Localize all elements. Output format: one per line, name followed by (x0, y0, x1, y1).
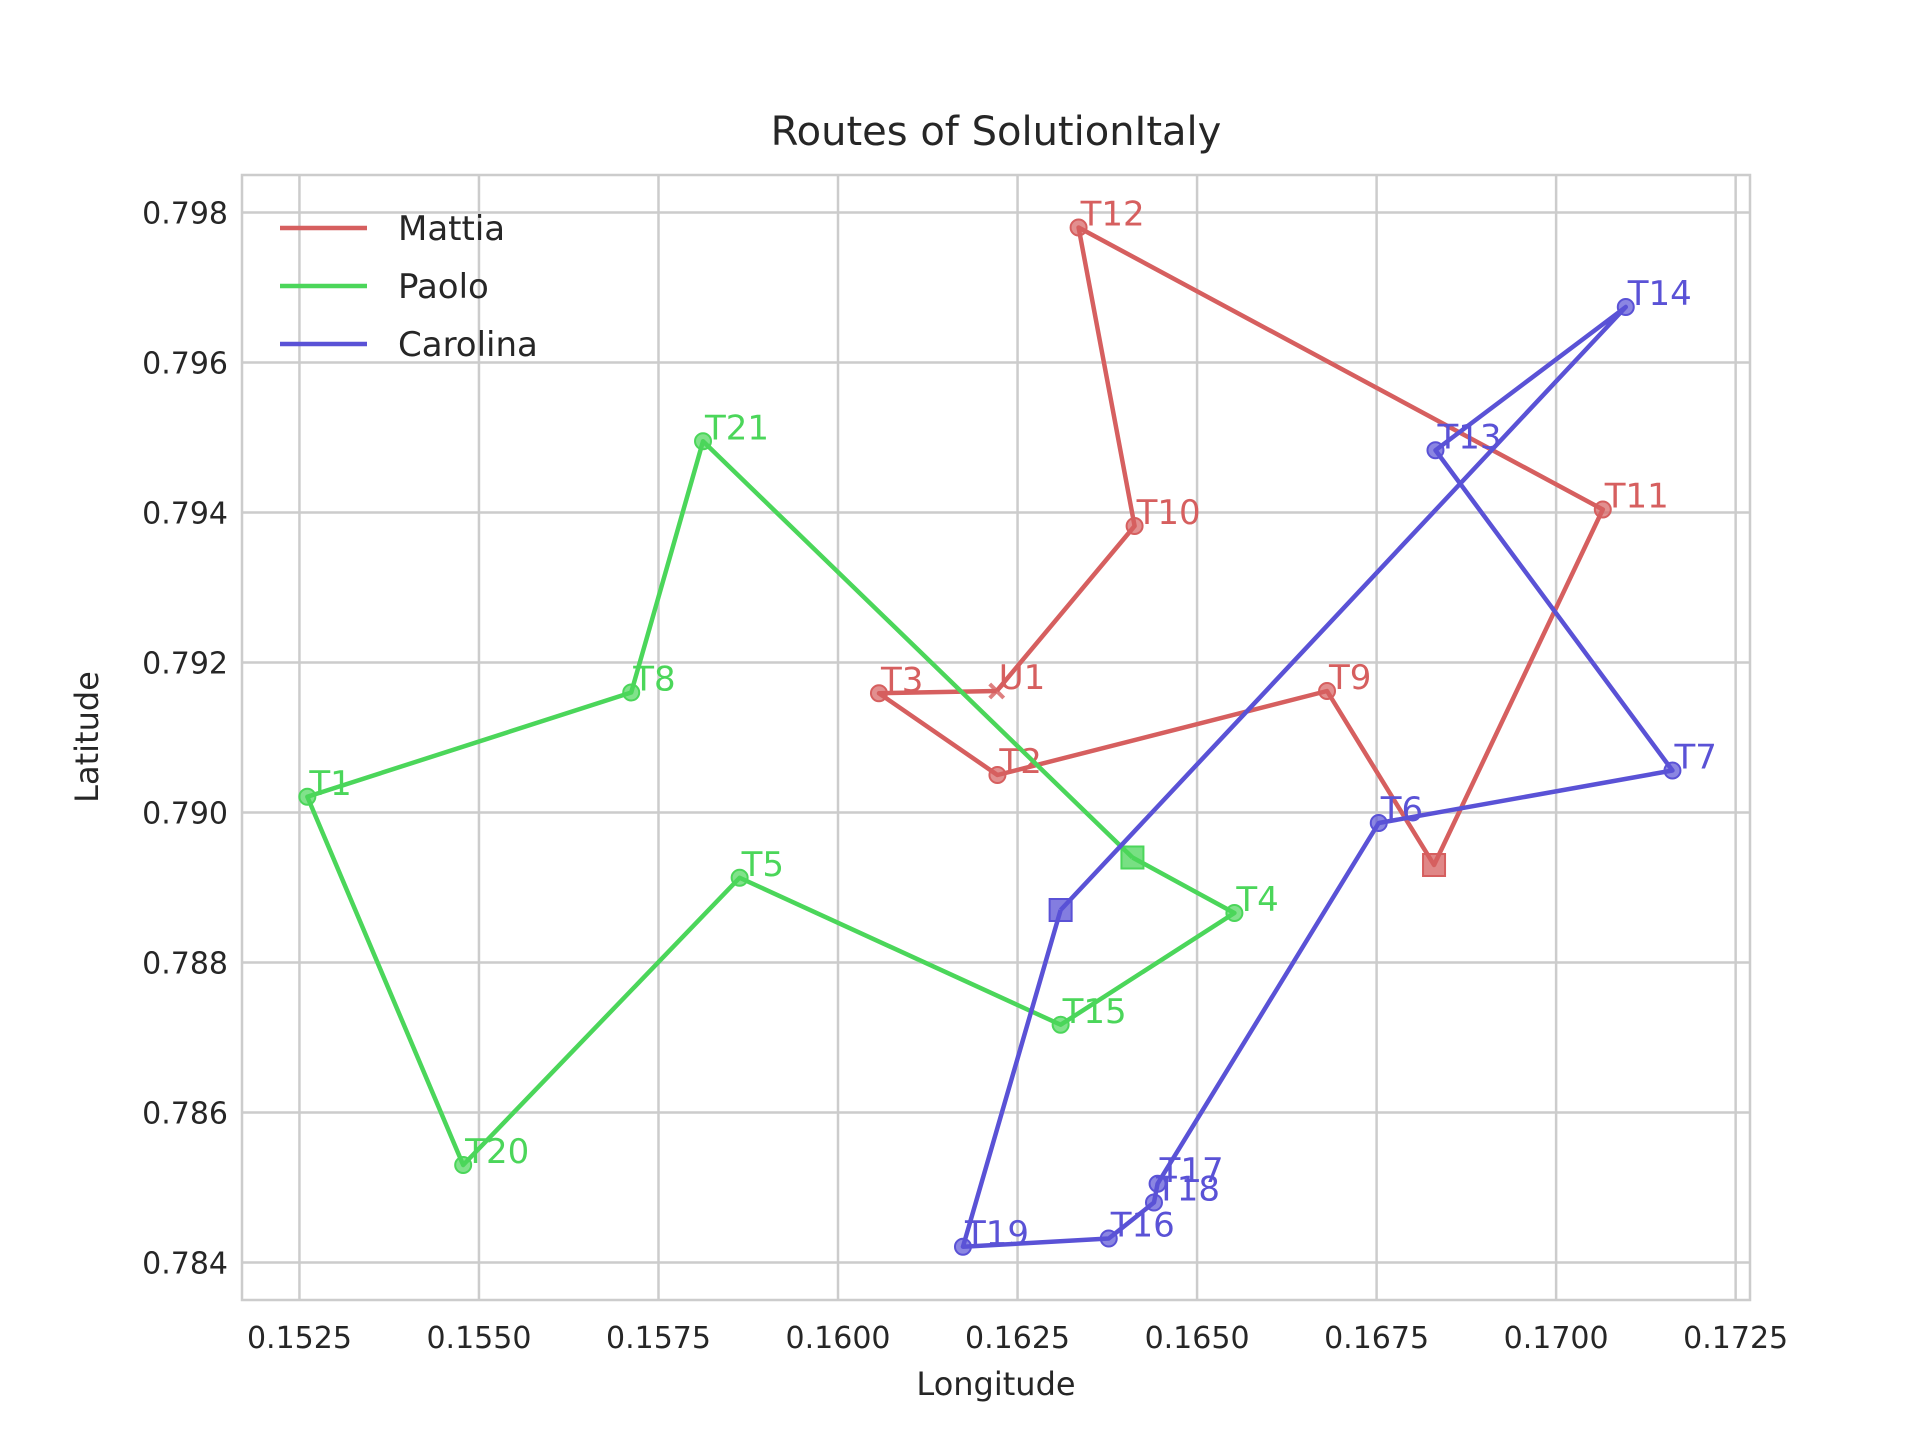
y-tick-label: 0.786 (142, 1097, 228, 1132)
stop-marker (1318, 682, 1337, 700)
chart-title: Routes of SolutionItaly (771, 109, 1222, 155)
stop-marker (1144, 1193, 1163, 1212)
stop-marker (1225, 904, 1244, 922)
stop-label: T15 (1062, 992, 1127, 1032)
x-tick-labels: 0.1525 0.1550 0.1575 0.1600 0.1625 0.1650 0.16… (247, 1321, 1788, 1356)
stop-marker (730, 868, 749, 887)
start-marker (988, 682, 1006, 700)
x-tick-label: 0.1650 (1145, 1321, 1250, 1356)
y-tick-label: 0.794 (142, 497, 228, 532)
x-tick-label: 0.1725 (1683, 1321, 1788, 1356)
depot-marker (1422, 853, 1447, 877)
stop-label: T11 (1604, 477, 1669, 517)
stop-label: T19 (964, 1214, 1029, 1254)
stop-label: T5 (741, 845, 784, 885)
stop-label: T16 (1110, 1206, 1175, 1246)
stop-label: T17 (1159, 1151, 1224, 1191)
x-tick-label: 0.1525 (247, 1321, 352, 1356)
stop-label: T20 (464, 1132, 529, 1172)
stop-marker (1069, 218, 1088, 237)
y-tick-label: 0.790 (142, 797, 228, 832)
x-tick-label: 0.1600 (786, 1321, 891, 1356)
depot-marker (1120, 845, 1145, 870)
y-axis-title: Latitude (68, 671, 106, 803)
depot-marker (1048, 898, 1073, 922)
stop-label: T7 (1673, 738, 1716, 778)
x-tick-label: 0.1575 (606, 1321, 711, 1356)
stop-label: T4 (1235, 880, 1278, 920)
legend-label-carolina: Carolina (398, 325, 538, 365)
plot-frame (240, 173, 1752, 1302)
y-tick-label: 0.784 (142, 1247, 228, 1282)
stop-label: T8 (632, 660, 675, 700)
stop-marker (1125, 517, 1144, 535)
route-paolo: T21 T8 T1 T20 T5 T15 T4 (298, 408, 1279, 1174)
stop-label: T21 (704, 408, 769, 448)
x-tick-label: 0.1625 (965, 1321, 1070, 1356)
stop-label: T1 (308, 764, 351, 804)
stop-marker (1593, 500, 1612, 519)
stop-marker (1148, 1174, 1167, 1193)
stop-label: T18 (1155, 1170, 1220, 1210)
stop-marker (1426, 441, 1445, 460)
stop-marker (1369, 814, 1388, 832)
stop-marker (454, 1156, 473, 1174)
grid-lines (242, 175, 1750, 1300)
stop-label: T13 (1436, 417, 1501, 457)
stop-label: T9 (1328, 658, 1371, 698)
y-tick-label: 0.788 (142, 947, 228, 982)
legend: Mattia Paolo Carolina (280, 209, 538, 365)
stop-marker (1663, 761, 1682, 780)
stop-label: T10 (1136, 493, 1201, 533)
x-tick-label: 0.1675 (1324, 1321, 1429, 1356)
stop-marker (953, 1237, 972, 1256)
y-tick-label: 0.796 (142, 347, 228, 382)
stop-marker (694, 432, 713, 451)
stop-label: U1 (999, 658, 1046, 698)
route-line (960, 304, 1675, 1249)
stop-marker (1051, 1015, 1070, 1034)
x-tick-label: 0.1550 (426, 1321, 531, 1356)
x-tick-label: 0.1700 (1504, 1321, 1609, 1356)
stop-label: T14 (1627, 274, 1692, 314)
routes-layer: U1T3T2T9T11T12T10T21T8T1T20T5T15T4T14T13… (298, 195, 1717, 1256)
stop-label: T3 (880, 660, 923, 700)
stop-marker (869, 684, 888, 703)
legend-label-mattia: Mattia (398, 209, 505, 249)
y-tick-labels: 0.784 0.786 0.788 0.790 0.792 0.794 0.796 0.798 (142, 197, 228, 1282)
stop-marker (298, 787, 317, 806)
stop-marker (988, 766, 1007, 784)
stop-marker (1099, 1229, 1118, 1248)
y-tick-label: 0.792 (142, 647, 228, 682)
stop-label: T12 (1080, 195, 1145, 235)
y-tick-label: 0.798 (142, 197, 228, 232)
stop-label: T6 (1380, 790, 1423, 830)
stop-marker (1616, 298, 1635, 316)
stop-marker (622, 683, 641, 702)
legend-label-paolo: Paolo (398, 267, 489, 307)
x-axis-title: Longitude (916, 1365, 1075, 1403)
